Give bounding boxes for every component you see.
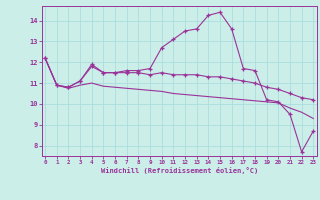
X-axis label: Windchill (Refroidissement éolien,°C): Windchill (Refroidissement éolien,°C) <box>100 167 258 174</box>
